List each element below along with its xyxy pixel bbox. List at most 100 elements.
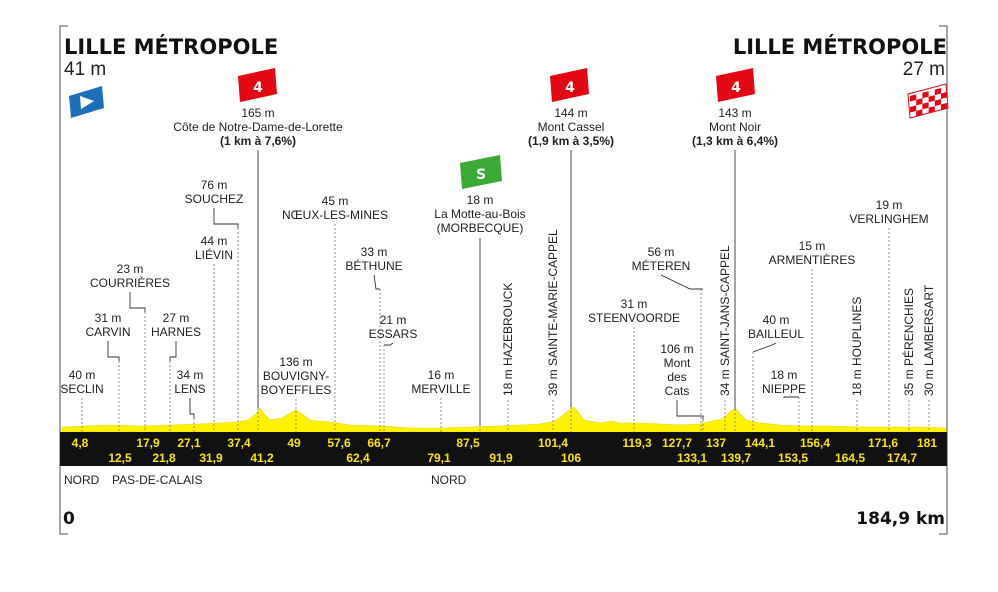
waypoint-leader	[783, 396, 799, 398]
waypoint-altitude: 16 m	[428, 368, 455, 382]
waypoint-leader	[676, 400, 704, 420]
waypoint-name: BÉTHUNE	[345, 258, 402, 273]
km-marker: 62,4	[346, 451, 370, 465]
vertical-waypoint-label: 35 m PÉRENCHIES	[901, 288, 916, 396]
sprint-badge-icon: S	[460, 155, 502, 189]
vertical-waypoint-label: 18 m HAZEBROUCK	[501, 283, 515, 396]
km-marker: 144,1	[745, 436, 775, 450]
waypoint-altitude: 40 m	[69, 368, 96, 382]
waypoint-name: BOUVIGNY-	[263, 369, 329, 383]
waypoint-altitude: 40 m	[763, 313, 790, 327]
km-marker: 4,8	[72, 436, 89, 450]
category-4-badge-icon: 4	[716, 68, 755, 102]
climb-name: Mont Cassel	[538, 120, 605, 134]
svg-text:4: 4	[731, 80, 741, 96]
km-marker: 181	[917, 436, 937, 450]
waypoint-altitude: 136 m	[279, 355, 312, 369]
waypoint-leader	[660, 274, 703, 290]
waypoint-altitude: 31 m	[95, 311, 122, 325]
svg-text:S: S	[476, 167, 486, 183]
sprint-la-motte-au-bois: S 18 m La Motte-au-Bois (MORBECQUE)	[434, 155, 526, 235]
km-marker: 119,3	[622, 436, 652, 450]
waypoint-altitude: 23 m	[117, 262, 144, 276]
climb-name: Côte de Notre-Dame-de-Lorette	[173, 120, 343, 134]
climb-altitude: 165 m	[241, 106, 274, 120]
climb-notre-dame-de-lorette: 4 165 m Côte de Notre-Dame-de-Lorette (1…	[173, 68, 343, 148]
km-marker: 174,7	[887, 451, 917, 465]
waypoint-name: NIEPPE	[762, 382, 806, 396]
waypoint-guides	[81, 150, 930, 432]
waypoint-name: VERLINGHEM	[849, 212, 928, 226]
waypoint-name: STEENVOORDE	[588, 311, 680, 325]
waypoint-altitude: 21 m	[380, 313, 407, 327]
waypoint-name: MERVILLE	[411, 382, 470, 396]
waypoint-altitude: 34 m	[177, 368, 204, 382]
km-marker: 156,4	[800, 436, 830, 450]
waypoint-altitude: 18 m	[771, 368, 798, 382]
vertical-waypoint-label: 39 m SAINTE-MARIE-CAPPEL	[546, 229, 560, 396]
region-label: NORD	[431, 473, 467, 487]
waypoint-altitude: 106 m	[660, 342, 693, 356]
waypoint-altitude: 44 m	[201, 234, 228, 248]
km-marker: 133,1	[677, 451, 707, 465]
waypoint-leader	[189, 398, 195, 418]
km-marker: 66,7	[367, 436, 391, 450]
svg-text:4: 4	[565, 80, 575, 96]
waypoint-name: SOUCHEZ	[185, 192, 244, 206]
vertical-waypoint-labels: 18 m HAZEBROUCK 39 m SAINTE-MARIE-CAPPEL 3…	[501, 229, 936, 396]
climb-detail: (1 km à 7,6%)	[220, 134, 296, 148]
km-marker: 57,6	[327, 436, 351, 450]
km-marker: 127,7	[662, 436, 692, 450]
waypoint-altitude: 31 m	[621, 297, 648, 311]
waypoint-leader	[129, 292, 146, 312]
waypoint-altitude: 33 m	[361, 245, 388, 259]
frame	[59, 25, 948, 535]
km-marker: 87,5	[456, 436, 480, 450]
waypoint-leader	[373, 274, 380, 290]
waypoint-name: SECLIN	[60, 382, 103, 396]
climb-mont-noir: 4 143 m Mont Noir (1,3 km à 6,4%)	[692, 68, 778, 148]
km-marker: 137	[706, 436, 726, 450]
km-marker: 49	[287, 436, 301, 450]
climb-mont-cassel: 4 144 m Mont Cassel (1,9 km à 3,5%)	[528, 68, 614, 148]
waypoint-altitude: 27 m	[163, 311, 190, 325]
waypoint-name: COURRIÈRES	[90, 275, 170, 290]
waypoint-name: CARVIN	[85, 325, 130, 339]
category-4-badge-icon: 4	[550, 68, 589, 102]
waypoint-name: ARMENTIÈRES	[769, 252, 856, 267]
svg-text:4: 4	[253, 80, 263, 96]
km-marker: 12,5	[108, 451, 132, 465]
waypoint-name: BAILLEUL	[748, 327, 804, 341]
distance-end: 184,9 km	[856, 509, 945, 529]
km-marker: 101,4	[538, 436, 568, 450]
waypoint-name: des	[667, 370, 686, 384]
waypoint-name: ESSARS	[369, 327, 418, 341]
waypoint-name: NŒUX-LES-MINES	[282, 208, 388, 222]
sprint-name: La Motte-au-Bois	[434, 207, 525, 221]
km-marker: 21,8	[152, 451, 176, 465]
climb-name: Mont Noir	[709, 120, 761, 134]
climb-altitude: 144 m	[554, 106, 587, 120]
climb-altitude: 143 m	[718, 106, 751, 120]
start-flag-icon	[69, 86, 104, 118]
distance-start: 0	[63, 509, 75, 529]
km-marker: 91,9	[489, 451, 513, 465]
waypoint-leader	[107, 341, 120, 361]
km-marker: 164,5	[835, 451, 865, 465]
waypoint-altitude: 76 m	[201, 178, 228, 192]
sprint-detail: (MORBECQUE)	[437, 221, 524, 235]
waypoint-name: BOYEFFLES	[261, 383, 332, 397]
category-4-badge-icon: 4	[238, 68, 277, 102]
